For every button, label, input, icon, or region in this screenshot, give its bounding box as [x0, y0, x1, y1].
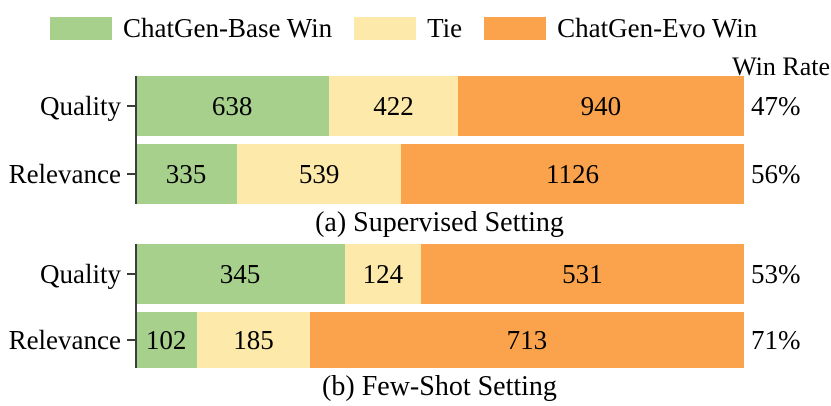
axis-tick: [127, 273, 135, 275]
bar-segment-base-win: 335: [135, 144, 237, 204]
win-rate-header: Win Rate: [732, 52, 830, 81]
axis-tick: [127, 339, 135, 341]
win-rate-value: 53%: [751, 258, 801, 289]
bar-segment-evo-win: 1126: [401, 144, 744, 204]
y-axis-spine: [135, 76, 137, 204]
bar-row-relevance: Relevance 102 185 713 71%: [0, 312, 831, 368]
legend: ChatGen-Base Win Tie ChatGen-Evo Win: [50, 15, 757, 42]
stacked-bar: 345 124 531: [135, 244, 744, 304]
bar-segment-evo-win: 940: [457, 76, 744, 136]
legend-item-chatgen-base-win: ChatGen-Base Win: [50, 15, 332, 42]
chart-caption-supervised: (a) Supervised Setting: [315, 207, 564, 238]
win-rate-value: 47%: [751, 90, 801, 121]
category-label-quality: Quality: [40, 258, 121, 289]
category-label-relevance: Relevance: [8, 324, 121, 355]
legend-swatch-yellow: [354, 17, 417, 40]
bar-segment-tie: 185: [197, 312, 310, 368]
stacked-bar: 102 185 713: [135, 312, 745, 368]
bar-segment-base-win: 345: [135, 244, 346, 304]
win-rate-value: 56%: [751, 158, 801, 189]
chart-caption-few-shot: (b) Few-Shot Setting: [322, 371, 557, 402]
bar-segment-tie: 124: [345, 244, 421, 304]
axis-tick: [127, 105, 135, 107]
bar-row-relevance: Relevance 335 539 1126 56%: [0, 144, 831, 204]
legend-item-tie: Tie: [354, 15, 462, 42]
axis-tick: [127, 173, 135, 175]
bar-segment-evo-win: 531: [420, 244, 744, 304]
bar-segment-tie: 422: [329, 76, 458, 136]
legend-label: ChatGen-Base Win: [123, 13, 333, 43]
legend-swatch-orange: [484, 17, 547, 40]
win-rate-value: 71%: [751, 324, 801, 355]
bar-segment-base-win: 102: [135, 312, 198, 368]
y-axis-spine: [135, 244, 137, 368]
chart-few-shot: Quality 345 124 531 53% Relevance 102 18…: [0, 244, 831, 403]
legend-swatch-green: [50, 17, 112, 40]
bar-row-quality: Quality 638 422 940 47%: [0, 76, 831, 136]
category-label-quality: Quality: [40, 90, 121, 121]
stacked-bar: 638 422 940: [135, 76, 744, 136]
chart-supervised: Quality 638 422 940 47% Relevance 335 53…: [0, 76, 831, 239]
bar-segment-evo-win: 713: [309, 312, 745, 368]
stacked-bar: 335 539 1126: [135, 144, 744, 204]
bar-segment-base-win: 638: [135, 76, 330, 136]
legend-label: Tie: [427, 13, 463, 43]
category-label-relevance: Relevance: [8, 158, 121, 189]
legend-label: ChatGen-Evo Win: [557, 13, 758, 43]
legend-item-chatgen-evo-win: ChatGen-Evo Win: [484, 15, 757, 42]
bar-segment-tie: 539: [237, 144, 402, 204]
bar-row-quality: Quality 345 124 531 53%: [0, 244, 831, 304]
